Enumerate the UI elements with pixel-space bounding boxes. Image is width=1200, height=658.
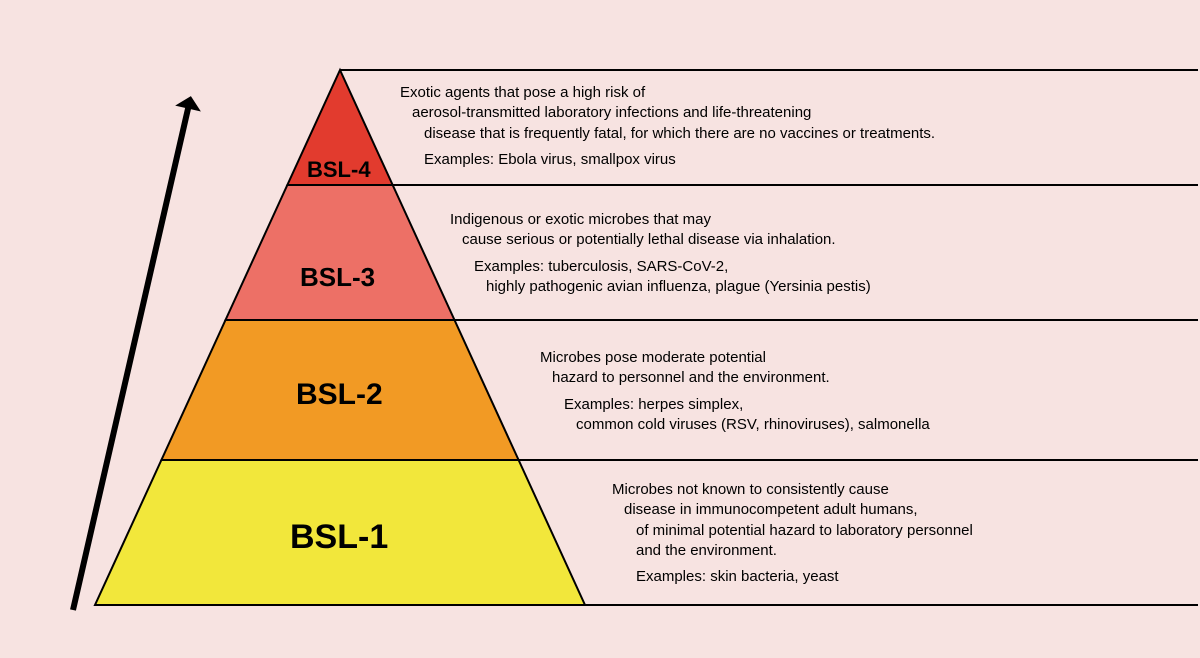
examples-line: common cold viruses (RSV, rhinoviruses),… bbox=[576, 415, 930, 435]
examples-line: highly pathogenic avian influenza, plagu… bbox=[486, 277, 871, 297]
level-label-bsl2: BSL-2 bbox=[296, 378, 383, 412]
examples-line: Examples: tuberculosis, SARS-CoV-2, bbox=[474, 257, 871, 277]
desc-bsl3: Indigenous or exotic microbes that mayca… bbox=[450, 210, 871, 297]
examples-line: Examples: skin bacteria, yeast bbox=[636, 567, 973, 587]
desc-line: aerosol-transmitted laboratory infection… bbox=[412, 103, 935, 123]
examples-line: Examples: herpes simplex, bbox=[564, 395, 930, 415]
level-label-bsl3: BSL-3 bbox=[300, 262, 375, 293]
desc-line: Microbes not known to consistently cause bbox=[612, 480, 973, 500]
desc-bsl2: Microbes pose moderate potentialhazard t… bbox=[540, 348, 930, 435]
desc-line: Exotic agents that pose a high risk of bbox=[400, 83, 935, 103]
pyramid-tier-bsl3 bbox=[226, 185, 455, 320]
desc-line: disease in immunocompetent adult humans, bbox=[624, 500, 973, 520]
level-label-bsl4: BSL-4 bbox=[307, 157, 371, 183]
desc-line: Indigenous or exotic microbes that may bbox=[450, 210, 871, 230]
level-label-bsl1: BSL-1 bbox=[290, 518, 388, 557]
bsl-pyramid-diagram: BSL-4 BSL-3 BSL-2 BSL-1 Exotic agents th… bbox=[0, 0, 1200, 658]
desc-line: and the environment. bbox=[636, 541, 973, 561]
desc-line: cause serious or potentially lethal dise… bbox=[462, 230, 871, 250]
desc-bsl1: Microbes not known to consistently cause… bbox=[612, 480, 973, 587]
desc-line: disease that is frequently fatal, for wh… bbox=[424, 124, 935, 144]
desc-bsl4: Exotic agents that pose a high risk ofae… bbox=[400, 83, 935, 170]
desc-line: of minimal potential hazard to laborator… bbox=[636, 521, 973, 541]
desc-line: Microbes pose moderate potential bbox=[540, 348, 930, 368]
examples-line: Examples: Ebola virus, smallpox virus bbox=[424, 150, 935, 170]
desc-line: hazard to personnel and the environment. bbox=[552, 368, 930, 388]
